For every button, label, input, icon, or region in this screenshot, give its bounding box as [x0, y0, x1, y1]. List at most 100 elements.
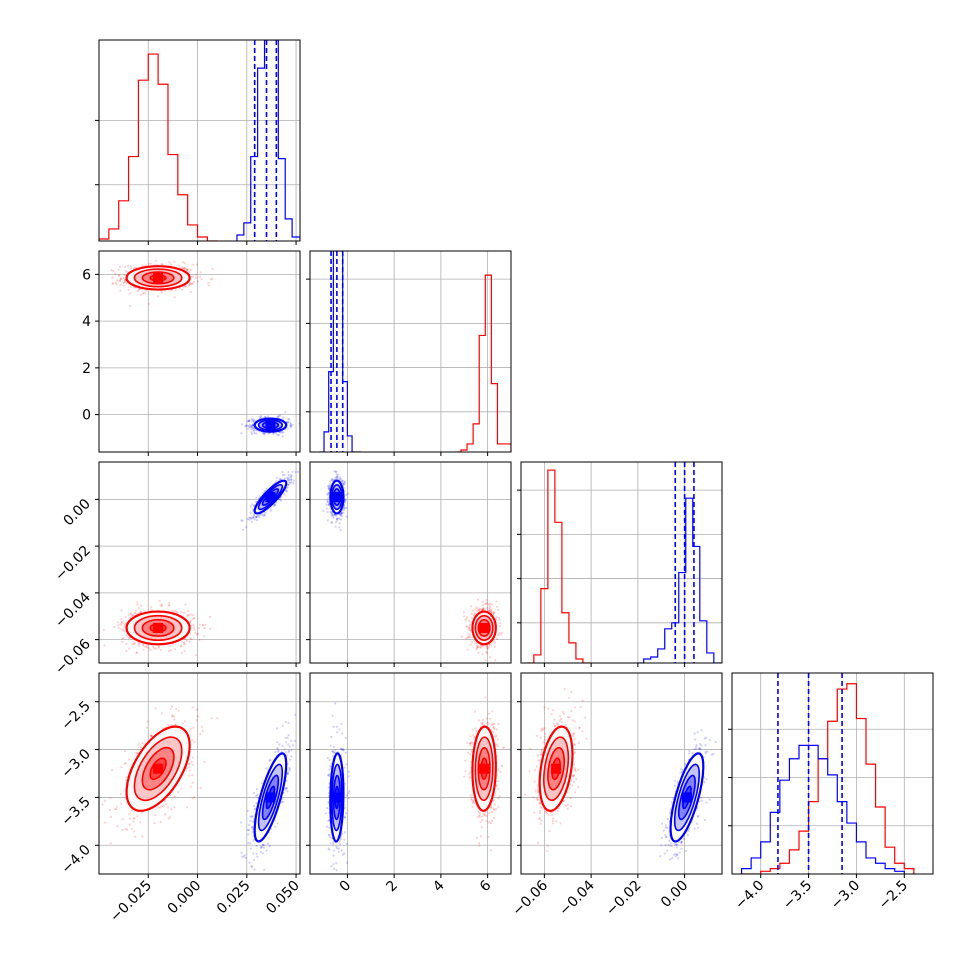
- sample-point: [250, 425, 253, 428]
- sample-point: [289, 422, 292, 426]
- sample-point: [466, 636, 469, 639]
- sample-point: [288, 478, 291, 482]
- sample-point: [485, 598, 488, 602]
- sample-point: [167, 723, 170, 726]
- sample-point: [466, 625, 469, 628]
- sample-point: [286, 772, 289, 776]
- sample-point: [484, 659, 487, 662]
- sample-point: [181, 266, 184, 269]
- sample-point: [165, 803, 168, 806]
- sample-point: [288, 481, 291, 484]
- sample-point: [284, 741, 288, 744]
- sample-point: [335, 521, 338, 524]
- sample-point: [157, 645, 160, 648]
- panel-frame: [98, 461, 301, 664]
- sample-point: [268, 432, 271, 435]
- sample-point: [495, 616, 498, 619]
- sample-point: [247, 419, 250, 422]
- sample-point: [128, 823, 131, 826]
- y-tick-label: −0.02: [52, 543, 94, 585]
- sample-point: [129, 817, 132, 820]
- sample-point: [290, 475, 293, 479]
- sample-point: [276, 741, 279, 744]
- sample-point: [191, 797, 194, 800]
- sample-point: [343, 507, 346, 510]
- sample-point: [139, 746, 142, 749]
- sample-point: [140, 604, 143, 607]
- sample-point: [210, 717, 213, 720]
- sample-point: [136, 752, 139, 755]
- sample-point: [248, 516, 251, 519]
- sample-point: [130, 267, 133, 270]
- sample-point: [119, 265, 122, 268]
- sample-point: [326, 519, 329, 522]
- sample-point: [272, 505, 275, 508]
- sample-point: [328, 483, 331, 486]
- sample-point: [184, 637, 187, 640]
- sample-point: [471, 609, 474, 612]
- sample-point: [125, 270, 128, 273]
- sample-point: [252, 420, 255, 423]
- sample-point: [268, 845, 271, 848]
- sample-point: [335, 473, 338, 476]
- sample-point: [274, 480, 278, 483]
- sample-point: [103, 799, 107, 803]
- sample-point: [132, 643, 135, 646]
- sample-point: [249, 425, 253, 428]
- sample-point: [191, 781, 194, 784]
- sample-point: [259, 846, 263, 850]
- sample-point: [263, 514, 266, 517]
- sample-point: [498, 632, 501, 635]
- sample-point: [285, 751, 288, 754]
- sample-point: [468, 635, 471, 638]
- sample-point: [498, 618, 501, 621]
- sample-point: [127, 264, 130, 267]
- sample-point: [338, 526, 341, 529]
- sample-point: [347, 492, 350, 495]
- sample-point: [164, 813, 167, 816]
- sample-point: [249, 505, 252, 508]
- sample-point: [332, 516, 335, 520]
- sample-point: [273, 503, 276, 506]
- sample-point: [119, 279, 122, 282]
- sample-point: [322, 509, 325, 512]
- sample-point: [250, 520, 253, 523]
- sample-point: [252, 516, 255, 519]
- sample-point: [123, 625, 126, 628]
- scatter-panel-2-0: −0.06−0.04−0.020.00: [52, 461, 301, 678]
- sample-point: [289, 426, 292, 429]
- sample-point: [112, 282, 115, 285]
- sample-point: [481, 653, 484, 656]
- sample-point: [489, 602, 492, 606]
- sample-point: [251, 815, 254, 818]
- sample-point: [184, 267, 187, 270]
- sample-point: [341, 515, 344, 518]
- sample-point: [183, 611, 186, 614]
- sample-point: [120, 620, 124, 623]
- sample-point: [111, 769, 114, 772]
- sample-point: [287, 474, 290, 477]
- sample-point: [150, 734, 154, 738]
- sample-point: [472, 613, 475, 616]
- sample-point: [283, 788, 286, 791]
- sample-point: [209, 278, 213, 281]
- sample-point: [497, 634, 500, 637]
- sample-point: [257, 514, 260, 517]
- sample-point: [326, 500, 329, 503]
- sample-point: [488, 605, 492, 608]
- sample-point: [484, 602, 487, 605]
- sample-point: [277, 414, 280, 417]
- sample-point: [469, 643, 472, 647]
- sample-point: [489, 610, 492, 613]
- sample-point: [253, 808, 256, 811]
- contour-blue: [329, 479, 345, 515]
- sample-point: [342, 482, 345, 485]
- sample-point: [181, 261, 184, 264]
- sample-point: [187, 613, 190, 616]
- sample-point: [191, 275, 195, 278]
- sample-point: [281, 724, 284, 727]
- sample-point: [161, 604, 164, 607]
- sample-point: [274, 503, 277, 507]
- sample-point: [121, 640, 124, 643]
- sample-point: [248, 425, 251, 428]
